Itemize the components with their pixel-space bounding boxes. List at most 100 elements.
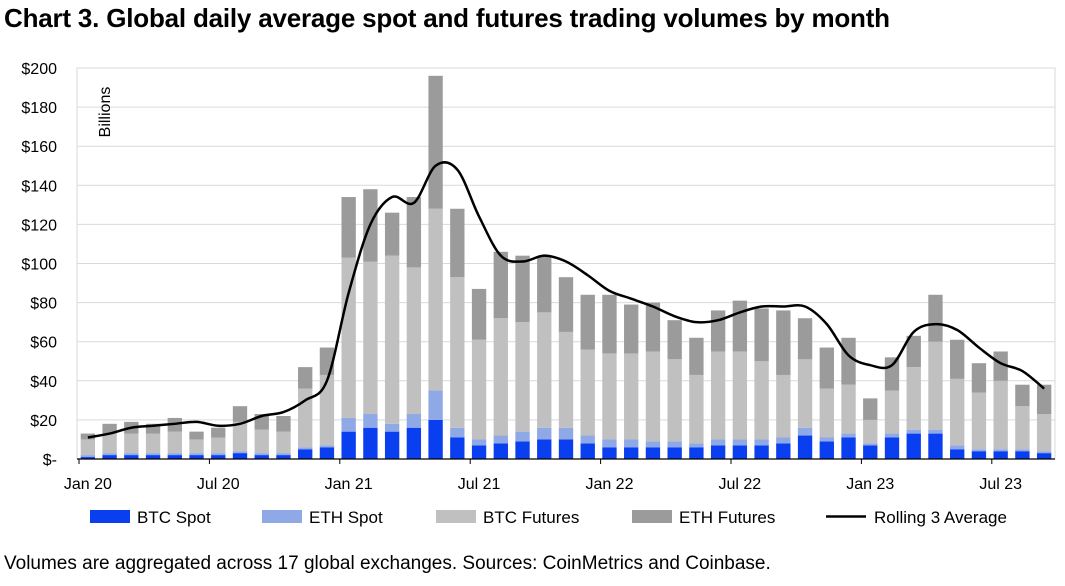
bar-btc-futures (471, 339, 487, 440)
x-tick-label: Jan 23 (846, 476, 894, 493)
bar-btc-spot (776, 443, 791, 459)
bar-btc-spot (276, 455, 291, 459)
bar-eth-spot (406, 414, 422, 428)
bar-eth-futures (863, 398, 878, 420)
bar-eth-futures (710, 310, 726, 352)
y-tick-label: $140 (21, 178, 57, 195)
bar-eth-futures (580, 294, 595, 350)
bar-eth-spot (906, 429, 921, 434)
bar-eth-futures (624, 304, 639, 354)
x-axis: Jan 20 Jul 20 Jan 21 Jul 21 Jan 22 Jul 22 Jan … (64, 458, 1055, 493)
bar-eth-spot (471, 439, 487, 446)
bar-eth-spot (841, 433, 856, 438)
bar-eth-spot (971, 449, 987, 452)
bar-eth-futures (776, 310, 791, 375)
y-tick-label: $160 (21, 139, 57, 156)
bar-eth-spot (1015, 449, 1030, 452)
x-tick-label: Jul 23 (979, 476, 1022, 493)
bar-btc-spot (624, 447, 639, 459)
bar-btc-spot (689, 447, 704, 459)
bar-eth-futures (928, 294, 943, 342)
bar-eth-futures (993, 351, 1008, 381)
bar-btc-spot (167, 455, 182, 459)
legend-item-btc-futures: BTC Futures (436, 508, 579, 527)
bar-btc-futures (884, 390, 900, 434)
bar-eth-spot (211, 453, 226, 456)
bar-eth-spot (124, 453, 139, 456)
bar-eth-futures (754, 308, 769, 362)
bar-btc-futures (950, 378, 965, 446)
bar-eth-spot (80, 455, 96, 458)
bar-eth-futures (298, 367, 313, 389)
bar-eth-spot (602, 439, 617, 448)
bar-btc-spot (863, 445, 878, 459)
bar-eth-futures (667, 320, 682, 360)
bar-btc-spot (211, 455, 226, 459)
bar-eth-futures (493, 251, 508, 319)
bar-eth-futures (884, 357, 900, 391)
bar-btc-futures (319, 374, 335, 446)
bar-eth-futures (1036, 384, 1052, 415)
bar-eth-spot (537, 427, 552, 440)
bar-btc-spot (537, 439, 552, 459)
bar-eth-futures (950, 339, 965, 379)
legend-label-btc-spot: BTC Spot (137, 508, 211, 527)
bar-eth-futures (515, 255, 530, 323)
x-tick-label: Jul 20 (197, 476, 240, 493)
bar-btc-spot (254, 455, 269, 459)
bar-eth-spot (493, 435, 508, 444)
bar-btc-futures (145, 433, 161, 454)
rolling-average-line (87, 161, 1045, 439)
bar-eth-futures (102, 423, 117, 434)
bar-btc-futures (797, 359, 813, 428)
bar-eth-spot (428, 390, 443, 420)
bar-btc-futures (276, 431, 291, 454)
bar-eth-futures (406, 197, 422, 268)
bar-btc-futures (971, 392, 987, 450)
bar-eth-futures (797, 318, 813, 360)
y-tick-label: $200 (21, 61, 57, 78)
bar-eth-spot (754, 439, 769, 446)
bar-eth-futures (971, 363, 987, 393)
bar-btc-futures (1015, 406, 1030, 450)
bar-btc-futures (341, 257, 356, 418)
bar-btc-spot (928, 433, 943, 459)
chart-svg: $- $20 $40 $60 $80 $100 $120 $140 $160 $180 $200 B… (21, 61, 1056, 527)
bar-eth-spot (950, 445, 965, 450)
bar-eth-spot (819, 437, 834, 442)
bar-eth-spot (558, 427, 574, 440)
y-axis-label: Billions (97, 87, 114, 138)
x-tick-label: Jan 20 (64, 476, 112, 493)
bar-eth-futures (211, 427, 226, 438)
legend-label-eth-futures: ETH Futures (679, 508, 775, 527)
bar-btc-spot (993, 451, 1008, 459)
bar-btc-futures (384, 255, 400, 424)
legend: BTC Spot ETH Spot BTC Futures ETH Future… (90, 508, 1007, 527)
bar-btc-spot (406, 427, 422, 459)
bar-eth-spot (928, 429, 943, 434)
bar-btc-spot (189, 455, 204, 459)
bar-eth-futures (232, 406, 248, 422)
bar-btc-spot (145, 455, 161, 459)
bar-btc-spot (667, 447, 682, 459)
bar-btc-futures (689, 374, 704, 444)
bar-eth-futures (428, 75, 443, 209)
bar-eth-futures (558, 277, 574, 332)
bar-eth-spot (363, 414, 378, 428)
bar-btc-futures (993, 380, 1008, 450)
legend-swatch-btc-futures (436, 510, 476, 523)
bar-eth-futures (189, 431, 204, 440)
footnote: Volumes are aggregated across 17 global … (4, 553, 771, 574)
bar-btc-spot (471, 445, 487, 459)
bar-eth-spot (689, 443, 704, 448)
bar-btc-spot (1015, 451, 1030, 459)
bar-btc-spot (384, 431, 400, 459)
bar-eth-spot (667, 441, 682, 448)
bar-btc-spot (971, 451, 987, 459)
bar-btc-spot (797, 435, 813, 459)
bar-btc-futures (254, 429, 269, 454)
bar-btc-spot (602, 447, 617, 459)
bar-eth-futures (819, 347, 834, 389)
bar-btc-futures (406, 267, 422, 415)
bar-btc-futures (580, 349, 595, 436)
